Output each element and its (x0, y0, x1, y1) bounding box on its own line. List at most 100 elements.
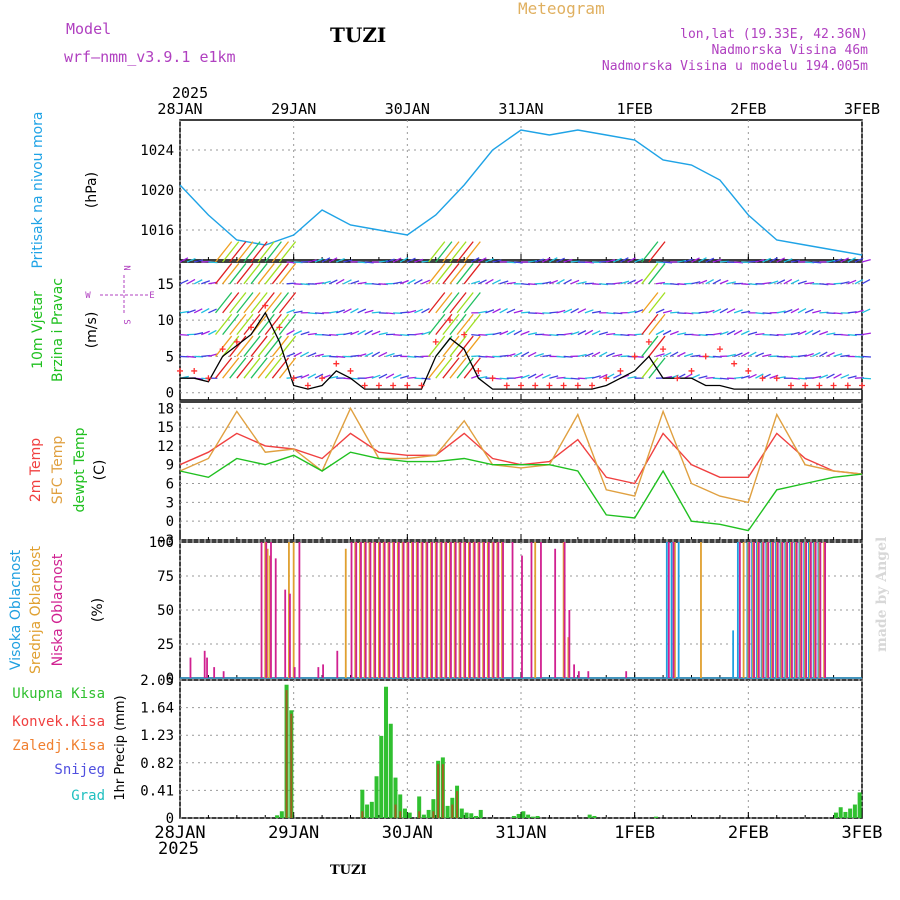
wind-barb (343, 259, 353, 263)
wind-barb (740, 351, 750, 357)
wind-barb (350, 307, 359, 314)
wind-barb (819, 351, 828, 357)
precip-total-bar (511, 815, 516, 818)
wind-barb (492, 259, 502, 263)
wind-barb (456, 357, 474, 379)
bottom-day-labels: 28JAN 29JAN 30JAN 31JAN 1FEB 2FEB 3FEB (154, 823, 882, 843)
wind-barb (229, 241, 247, 263)
wind-barb (570, 377, 580, 380)
wind-barb (577, 330, 587, 336)
wind-gust-marker (574, 382, 581, 389)
wind-barb (634, 258, 644, 263)
wind-barb (776, 257, 786, 263)
wind-barb (286, 352, 296, 358)
wind-barb (861, 377, 872, 380)
wind-barb (776, 279, 786, 285)
precip-frame (179, 679, 863, 819)
wind-gust-marker (461, 331, 468, 338)
wind-barb (606, 259, 616, 263)
wind-barb (428, 357, 446, 379)
wind-gust-marker (631, 353, 638, 360)
wind-barb (506, 329, 516, 336)
temp-title-2m: 2m Temp (28, 438, 44, 502)
wind-barb (641, 241, 659, 263)
wind-barb (691, 281, 701, 285)
wind-barb (428, 241, 446, 263)
precip-total-bar (398, 794, 403, 818)
wind-barb (236, 292, 254, 314)
wind-barb (691, 257, 700, 263)
wind-barb (755, 312, 765, 315)
wind-barb (215, 241, 233, 263)
wind-barb (470, 257, 480, 263)
wind-barb (257, 263, 275, 285)
wind-barb (208, 329, 217, 336)
temp-series-line (179, 406, 863, 504)
wind-barb (392, 257, 402, 263)
wind-barb (428, 263, 446, 285)
wind-barb (762, 281, 772, 285)
y-tick-label: 0 (166, 811, 174, 827)
wind-gust-marker (731, 360, 738, 367)
wind-barb (421, 307, 430, 314)
wind-barb (634, 278, 643, 285)
wind-barb (513, 352, 523, 358)
wind-barb (513, 309, 523, 314)
y-tick-label: 15 (157, 277, 174, 293)
wind-barb (456, 313, 474, 336)
precip-conv-bar (285, 690, 288, 818)
y-tick-label: 50 (157, 603, 174, 619)
wind-barb (712, 258, 722, 263)
wind-barb (755, 373, 764, 379)
wind-barb (542, 281, 552, 285)
wind-barb (385, 312, 396, 315)
wind-barb (861, 332, 871, 336)
precip-total-bar (464, 812, 469, 818)
wind-barb (556, 355, 566, 358)
wind-barb (861, 279, 871, 285)
wind-barb (187, 355, 197, 358)
wind-barb (662, 351, 672, 358)
wind-barb (442, 263, 460, 285)
wind-barb (435, 313, 453, 336)
precip-total-bar (402, 808, 407, 818)
y-tick-label: 100 (149, 535, 174, 551)
wind-barb (733, 352, 743, 358)
wind-barb (748, 283, 758, 286)
wind-barb (549, 279, 559, 285)
wind-axis-title-2: Brzina i Pravac (50, 278, 66, 382)
wind-barb (456, 335, 474, 357)
wind-barb (378, 332, 388, 336)
wind-barb (257, 292, 275, 314)
wind-barb (648, 313, 666, 336)
wind-barb (790, 279, 800, 285)
wind-barb (449, 263, 467, 285)
wind-barb (236, 263, 254, 285)
precip-total-bar (374, 776, 379, 818)
compass-e: E (149, 291, 154, 301)
wind-barb (620, 280, 630, 285)
precip-conv-bar (361, 811, 364, 818)
wind-barb (278, 335, 297, 357)
wind-barb (243, 335, 261, 357)
clouds-panel: 0 25 50 75 100 Visoka Oblacnost Srednja Oblacn… (8, 535, 863, 687)
y-tick-label: 1.64 (140, 701, 174, 717)
precip-total-bar (852, 804, 857, 818)
y-tick-label: 1016 (140, 223, 174, 239)
precip-total-bar (369, 801, 374, 818)
model-elevation-label: Nadmorska Visina u modelu 194.005m (602, 59, 868, 74)
wind-barb (414, 308, 423, 314)
wind-barb (847, 257, 857, 263)
wind-barb (329, 375, 339, 379)
wind-barb (606, 332, 616, 336)
precip-total-bar (516, 813, 521, 818)
wind-barb (655, 329, 665, 336)
y-tick-label: 12 (157, 439, 174, 455)
wind-barb (328, 257, 338, 263)
wind-barb (257, 357, 275, 379)
wind-barb (734, 376, 744, 379)
wind-barb (208, 353, 218, 358)
wind-barb (314, 312, 325, 315)
wind-barb (499, 330, 509, 336)
wind-barb (300, 374, 310, 379)
